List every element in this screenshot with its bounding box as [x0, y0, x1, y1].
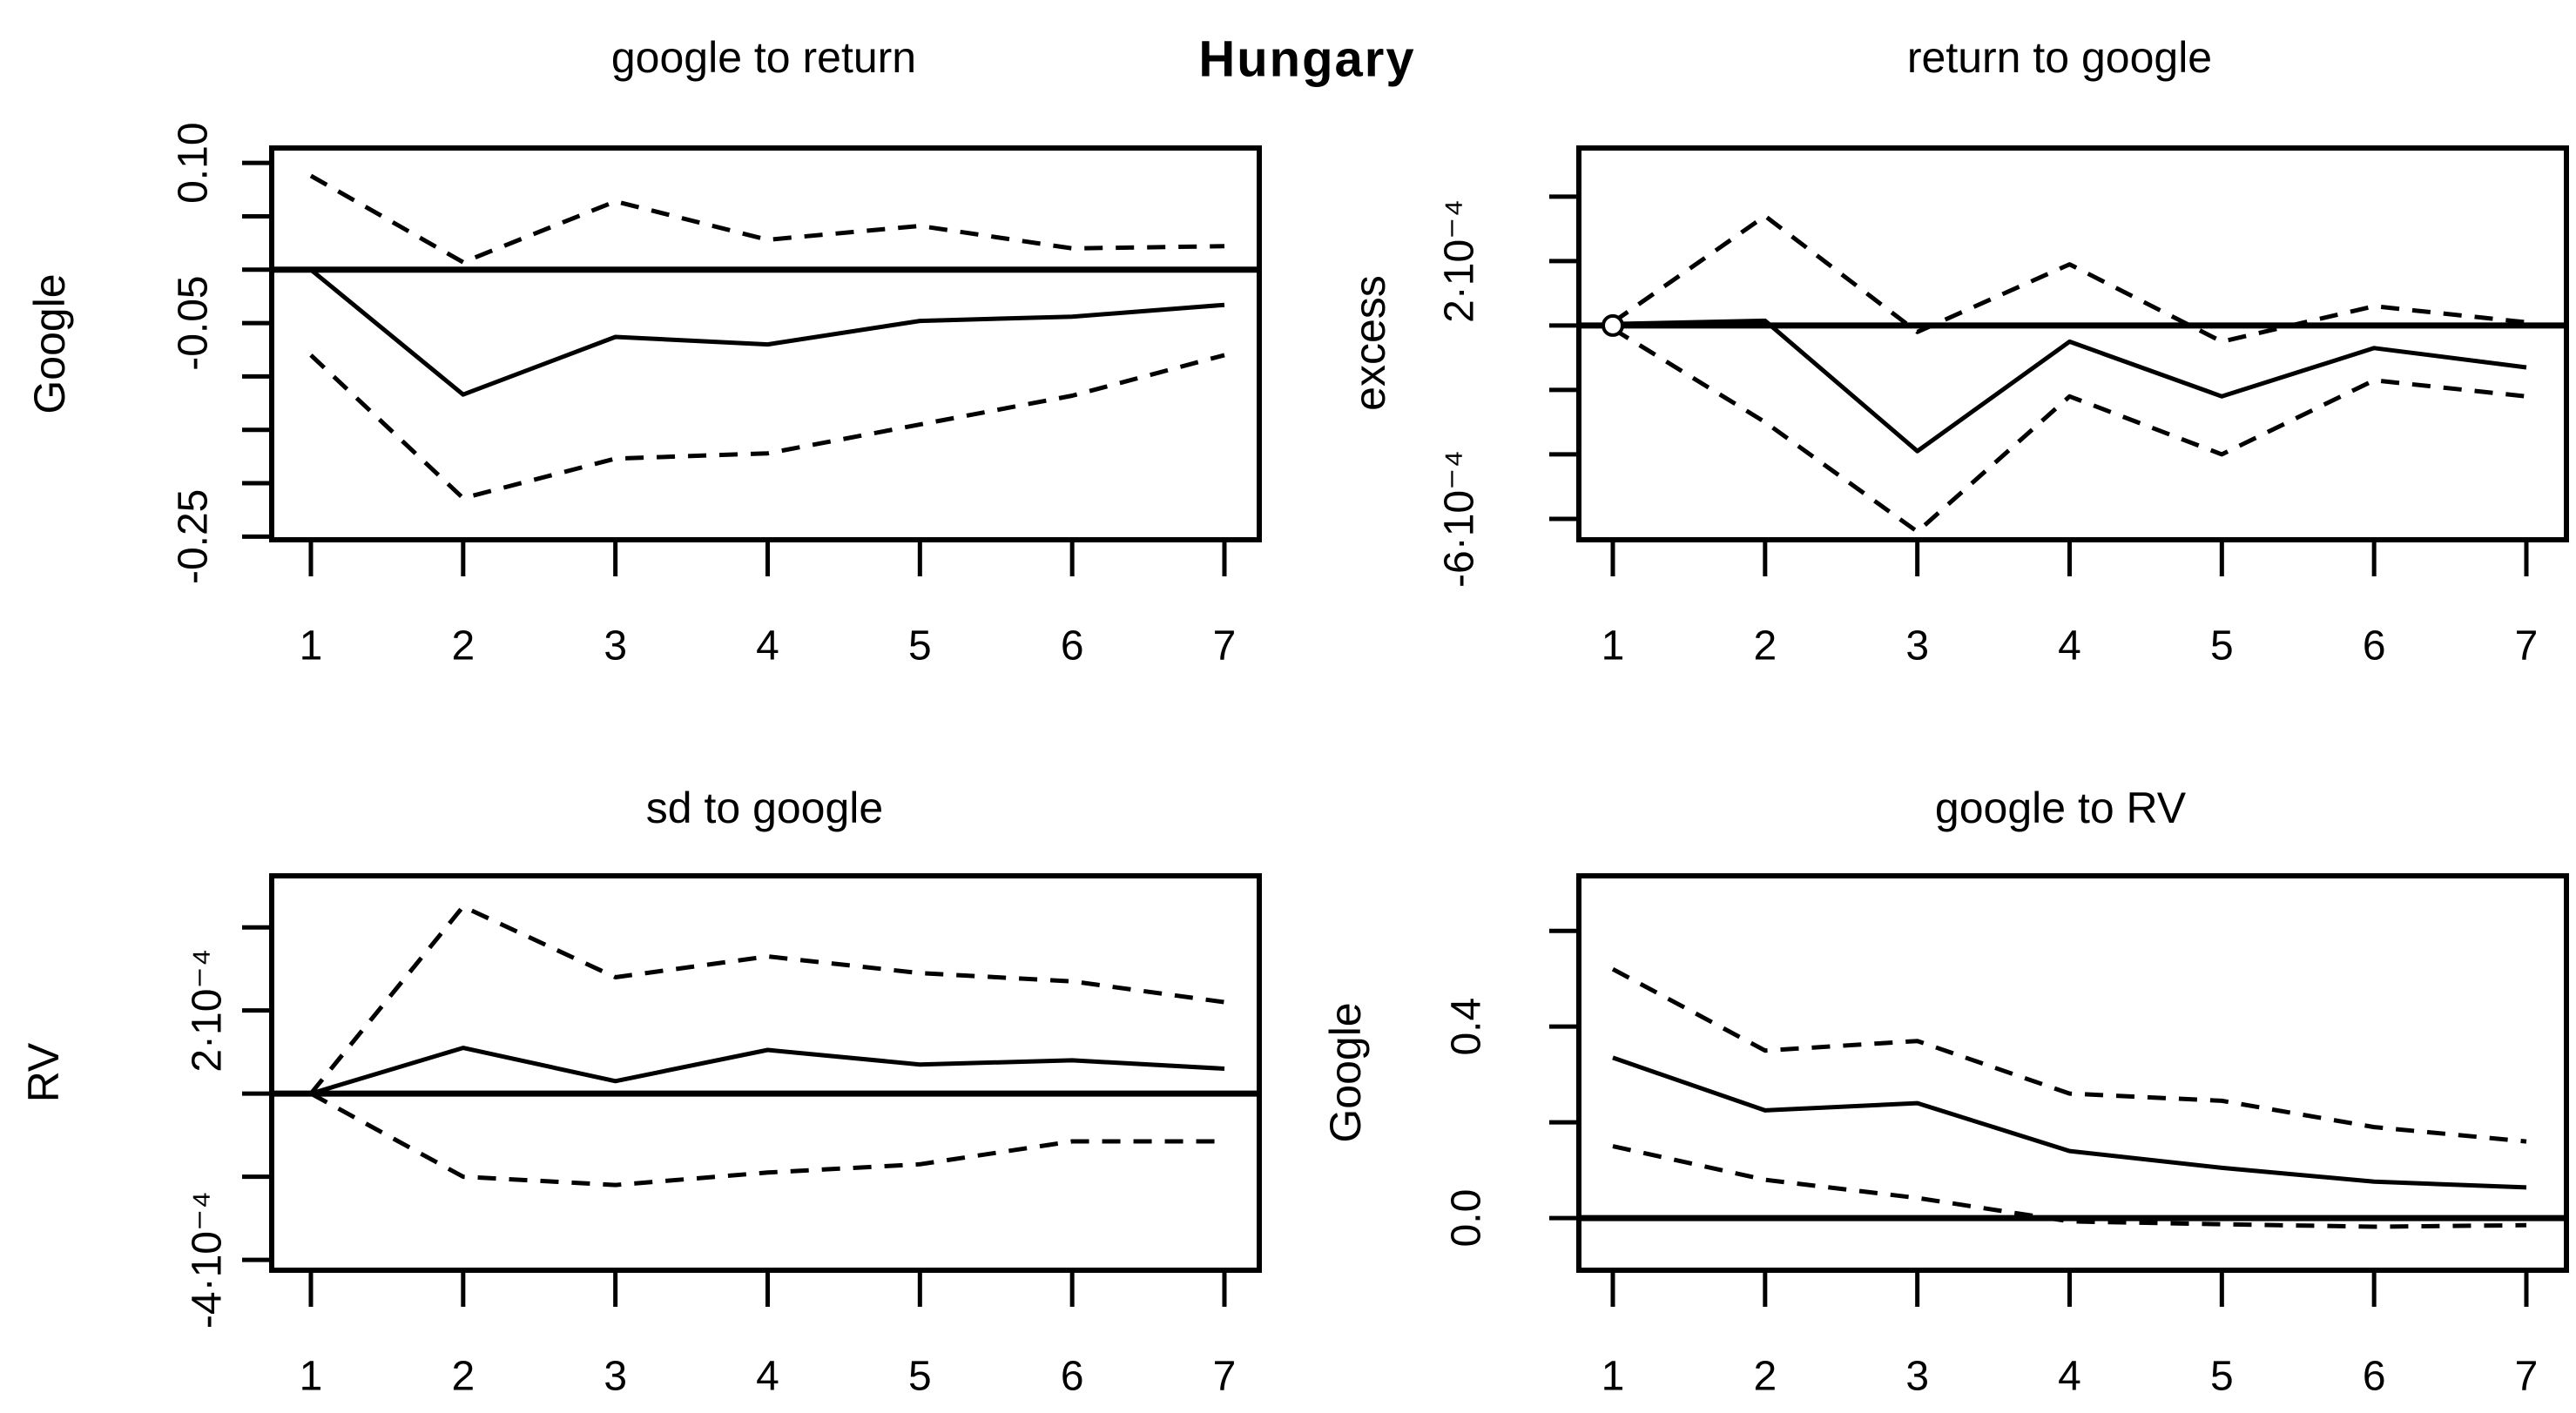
- x-tick-label: 6: [1061, 623, 1084, 669]
- figure-main-title: Hungary: [1198, 30, 1416, 88]
- lower-ci-line: [309, 1091, 1224, 1188]
- panel-title: google to return: [610, 33, 917, 82]
- x-tick-label: 3: [604, 1354, 627, 1400]
- panel-title: sd to google: [645, 784, 884, 832]
- x-tick-label: 6: [2363, 623, 2386, 669]
- irf-line: [1612, 1055, 2527, 1190]
- plot-box: [269, 873, 1262, 1273]
- x-tick-label: 1: [300, 1354, 323, 1400]
- y-tick-label: -4·10⁻⁴: [185, 1191, 231, 1329]
- panel-title: return to google: [1906, 33, 2213, 82]
- upper-ci-line: [309, 904, 1225, 1095]
- start-marker: [1602, 313, 1624, 337]
- panel-title: google to RV: [1934, 784, 2187, 832]
- x-tick-label: 6: [1061, 1354, 1084, 1400]
- x-tick-label: 7: [2515, 1354, 2539, 1400]
- y-tick-label: 2·10⁻⁴: [185, 949, 231, 1073]
- x-tick-label: 2: [1753, 623, 1777, 669]
- lower-ci-line: [1611, 326, 2527, 535]
- y-tick-label: -0.25: [171, 489, 217, 584]
- x-tick-label: 5: [2210, 623, 2234, 669]
- x-tick-label: 2: [451, 1354, 475, 1400]
- irf-line: [310, 1046, 1225, 1096]
- plot-box: [1576, 873, 2569, 1273]
- y-tick-label: 0.4: [1444, 998, 1490, 1056]
- x-tick-label: 4: [2058, 623, 2081, 669]
- plot-box: [1576, 145, 2569, 542]
- x-tick-label: 3: [1905, 1354, 1929, 1400]
- x-tick-label: 2: [451, 623, 475, 669]
- x-tick-label: 2: [1753, 1354, 1777, 1400]
- y-tick-label: -6·10⁻⁴: [1437, 450, 1483, 588]
- x-tick-label: 5: [908, 1354, 932, 1400]
- x-tick-label: 1: [1602, 1354, 1625, 1400]
- x-tick-label: 3: [1905, 623, 1929, 669]
- lower-ci-line: [309, 353, 1225, 501]
- y-tick-label: 0.10: [171, 122, 217, 203]
- x-tick-label: 5: [2210, 1354, 2234, 1400]
- irf-line: [309, 267, 1225, 397]
- x-tick-label: 4: [2058, 1354, 2081, 1400]
- x-tick-label: 4: [756, 1354, 779, 1400]
- x-tick-label: 7: [2515, 623, 2539, 669]
- upper-ci-line: [1611, 213, 2527, 344]
- upper-ci-line: [1611, 966, 2527, 1144]
- x-tick-label: 4: [756, 623, 779, 669]
- irf-line: [1612, 318, 2527, 454]
- y-tick-label: -0.05: [171, 275, 217, 370]
- x-tick-label: 3: [604, 623, 627, 669]
- y-tick-label: 0.0: [1444, 1189, 1490, 1248]
- x-tick-label: 5: [908, 623, 932, 669]
- x-tick-label: 7: [1213, 1354, 1237, 1400]
- y-tick-label: 2·10⁻⁴: [1437, 199, 1483, 323]
- x-tick-label: 7: [1213, 623, 1237, 669]
- lower-ci-line: [1612, 1144, 2527, 1229]
- x-tick-label: 1: [1602, 623, 1625, 669]
- x-tick-label: 6: [2363, 1354, 2386, 1400]
- upper-ci-line: [309, 173, 1225, 265]
- x-tick-label: 1: [300, 623, 323, 669]
